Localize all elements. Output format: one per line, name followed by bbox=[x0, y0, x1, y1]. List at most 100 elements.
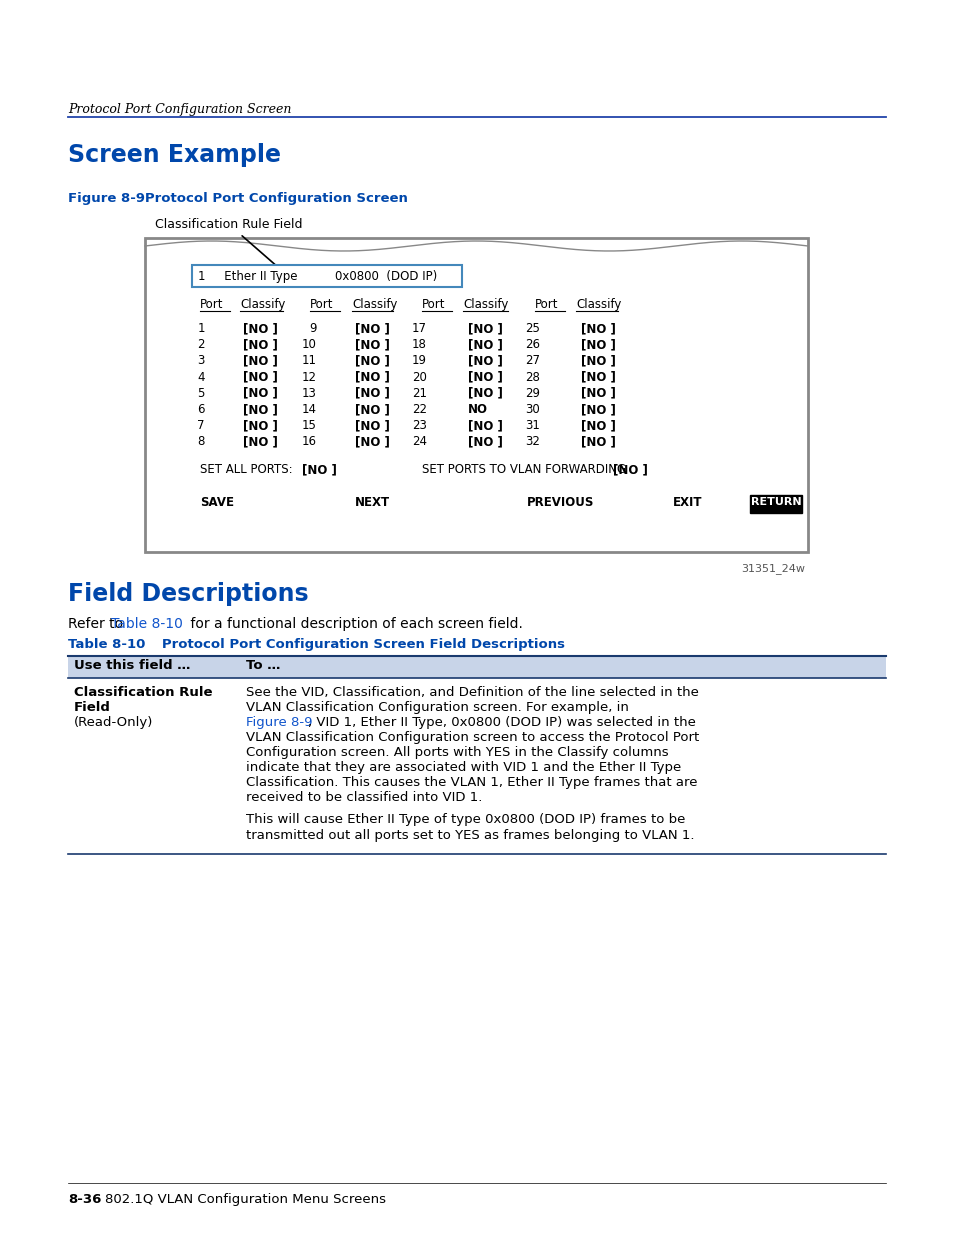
Text: 19: 19 bbox=[412, 354, 427, 367]
Text: EXIT: EXIT bbox=[672, 496, 701, 509]
Text: SAVE: SAVE bbox=[200, 496, 233, 509]
Text: 18: 18 bbox=[412, 338, 427, 351]
Text: [NO ]: [NO ] bbox=[302, 463, 336, 475]
Text: [NO ]: [NO ] bbox=[355, 370, 390, 384]
Text: 30: 30 bbox=[525, 403, 539, 416]
Text: Field: Field bbox=[74, 701, 111, 714]
Text: Port: Port bbox=[535, 298, 558, 311]
Text: 8: 8 bbox=[197, 436, 205, 448]
Text: [NO ]: [NO ] bbox=[355, 436, 390, 448]
Text: 8-36: 8-36 bbox=[68, 1193, 101, 1207]
Text: Classification. This causes the VLAN 1, Ether II Type frames that are: Classification. This causes the VLAN 1, … bbox=[246, 776, 697, 789]
Bar bbox=[192, 266, 461, 287]
Text: 17: 17 bbox=[412, 322, 427, 335]
Text: RETURN: RETURN bbox=[750, 496, 801, 508]
Text: [NO ]: [NO ] bbox=[243, 338, 277, 351]
Text: 28: 28 bbox=[524, 370, 539, 384]
Text: 24: 24 bbox=[412, 436, 427, 448]
Text: 11: 11 bbox=[302, 354, 316, 367]
Text: To …: To … bbox=[246, 659, 280, 672]
Text: [NO ]: [NO ] bbox=[580, 387, 616, 400]
Text: 27: 27 bbox=[524, 354, 539, 367]
Text: received to be classified into VID 1.: received to be classified into VID 1. bbox=[246, 790, 482, 804]
Text: Port: Port bbox=[310, 298, 334, 311]
Text: [NO ]: [NO ] bbox=[613, 463, 647, 475]
Text: [NO ]: [NO ] bbox=[580, 354, 616, 367]
Text: Use this field …: Use this field … bbox=[74, 659, 191, 672]
Text: [NO ]: [NO ] bbox=[243, 322, 277, 335]
Text: Refer to: Refer to bbox=[68, 618, 128, 631]
Text: 23: 23 bbox=[412, 419, 427, 432]
Text: [NO ]: [NO ] bbox=[243, 436, 277, 448]
Text: 5: 5 bbox=[197, 387, 205, 400]
Text: This will cause Ether II Type of type 0x0800 (DOD IP) frames to be: This will cause Ether II Type of type 0x… bbox=[246, 814, 684, 826]
Text: [NO ]: [NO ] bbox=[355, 354, 390, 367]
Text: 14: 14 bbox=[302, 403, 316, 416]
Text: [NO ]: [NO ] bbox=[355, 387, 390, 400]
Text: Table 8-10: Table 8-10 bbox=[111, 618, 183, 631]
Text: 13: 13 bbox=[302, 387, 316, 400]
Text: Port: Port bbox=[421, 298, 445, 311]
Text: 1     Ether II Type          0x0800  (DOD IP): 1 Ether II Type 0x0800 (DOD IP) bbox=[198, 270, 436, 283]
Text: [NO ]: [NO ] bbox=[580, 322, 616, 335]
Text: Classify: Classify bbox=[352, 298, 397, 311]
Text: [NO ]: [NO ] bbox=[243, 387, 277, 400]
Text: 31: 31 bbox=[524, 419, 539, 432]
Text: [NO ]: [NO ] bbox=[243, 403, 277, 416]
Text: Protocol Port Configuration Screen: Protocol Port Configuration Screen bbox=[131, 191, 408, 205]
Text: [NO ]: [NO ] bbox=[355, 419, 390, 432]
Text: [NO ]: [NO ] bbox=[468, 387, 502, 400]
Text: Classify: Classify bbox=[576, 298, 620, 311]
Text: Table 8-10: Table 8-10 bbox=[68, 638, 145, 651]
Text: 32: 32 bbox=[524, 436, 539, 448]
Text: , VID 1, Ether II Type, 0x0800 (DOD IP) was selected in the: , VID 1, Ether II Type, 0x0800 (DOD IP) … bbox=[308, 716, 695, 729]
Text: [NO ]: [NO ] bbox=[468, 338, 502, 351]
Text: [NO ]: [NO ] bbox=[243, 370, 277, 384]
Text: 1: 1 bbox=[197, 322, 205, 335]
Text: Screen Example: Screen Example bbox=[68, 143, 281, 167]
Text: Configuration screen. All ports with YES in the Classify columns: Configuration screen. All ports with YES… bbox=[246, 746, 668, 760]
Text: Protocol Port Configuration Screen: Protocol Port Configuration Screen bbox=[68, 103, 291, 116]
Text: 12: 12 bbox=[302, 370, 316, 384]
Text: [NO ]: [NO ] bbox=[580, 419, 616, 432]
Text: 2: 2 bbox=[197, 338, 205, 351]
Text: 22: 22 bbox=[412, 403, 427, 416]
Text: Classify: Classify bbox=[240, 298, 285, 311]
Text: 20: 20 bbox=[412, 370, 427, 384]
Text: [NO ]: [NO ] bbox=[580, 403, 616, 416]
Text: [NO ]: [NO ] bbox=[468, 436, 502, 448]
Bar bbox=[145, 238, 807, 552]
Text: [NO ]: [NO ] bbox=[243, 419, 277, 432]
Text: 4: 4 bbox=[197, 370, 205, 384]
Text: SET ALL PORTS:: SET ALL PORTS: bbox=[200, 463, 296, 475]
Text: Field Descriptions: Field Descriptions bbox=[68, 582, 309, 606]
Text: VLAN Classification Configuration screen to access the Protocol Port: VLAN Classification Configuration screen… bbox=[246, 731, 699, 743]
Text: 3: 3 bbox=[197, 354, 205, 367]
Text: NO: NO bbox=[468, 403, 488, 416]
Text: Classification Rule: Classification Rule bbox=[74, 685, 213, 699]
Text: SET PORTS TO VLAN FORWARDING: SET PORTS TO VLAN FORWARDING bbox=[421, 463, 633, 475]
Text: 26: 26 bbox=[524, 338, 539, 351]
Text: indicate that they are associated with VID 1 and the Ether II Type: indicate that they are associated with V… bbox=[246, 761, 680, 774]
Text: [NO ]: [NO ] bbox=[580, 436, 616, 448]
Text: Figure 8-9: Figure 8-9 bbox=[68, 191, 145, 205]
Bar bbox=[68, 656, 885, 678]
Text: 31351_24w: 31351_24w bbox=[740, 563, 804, 574]
Text: 16: 16 bbox=[302, 436, 316, 448]
Text: 25: 25 bbox=[524, 322, 539, 335]
Text: [NO ]: [NO ] bbox=[468, 419, 502, 432]
Text: 7: 7 bbox=[197, 419, 205, 432]
Text: PREVIOUS: PREVIOUS bbox=[526, 496, 594, 509]
Text: 802.1Q VLAN Configuration Menu Screens: 802.1Q VLAN Configuration Menu Screens bbox=[105, 1193, 386, 1207]
Text: 6: 6 bbox=[197, 403, 205, 416]
Text: for a functional description of each screen field.: for a functional description of each scr… bbox=[186, 618, 522, 631]
Text: [NO ]: [NO ] bbox=[355, 338, 390, 351]
Text: transmitted out all ports set to YES as frames belonging to VLAN 1.: transmitted out all ports set to YES as … bbox=[246, 829, 694, 841]
Bar bbox=[749, 495, 801, 513]
Text: [NO ]: [NO ] bbox=[468, 322, 502, 335]
Text: Classify: Classify bbox=[462, 298, 508, 311]
Text: [NO ]: [NO ] bbox=[468, 370, 502, 384]
Text: [NO ]: [NO ] bbox=[580, 370, 616, 384]
Text: Port: Port bbox=[200, 298, 223, 311]
Text: Protocol Port Configuration Screen Field Descriptions: Protocol Port Configuration Screen Field… bbox=[148, 638, 564, 651]
